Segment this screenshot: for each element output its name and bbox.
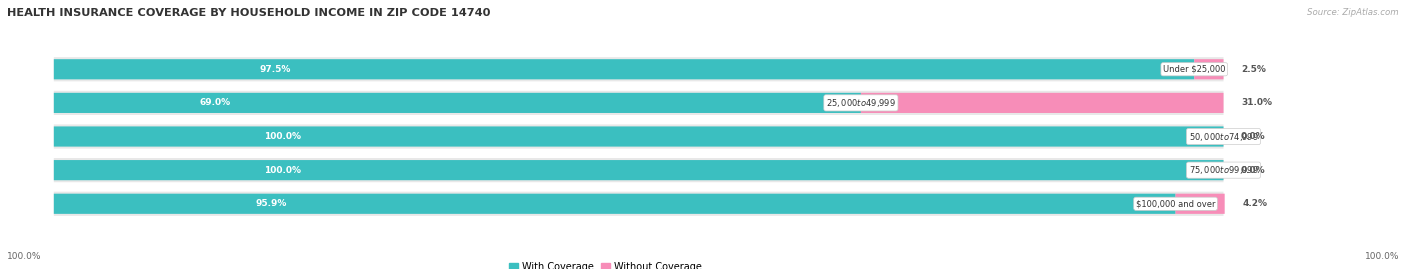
Text: HEALTH INSURANCE COVERAGE BY HOUSEHOLD INCOME IN ZIP CODE 14740: HEALTH INSURANCE COVERAGE BY HOUSEHOLD I… <box>7 8 491 18</box>
FancyBboxPatch shape <box>53 194 1175 214</box>
FancyBboxPatch shape <box>53 91 1223 115</box>
FancyBboxPatch shape <box>53 126 1223 147</box>
Text: $100,000 and over: $100,000 and over <box>1136 199 1215 208</box>
Text: 0.0%: 0.0% <box>1241 132 1265 141</box>
Text: 97.5%: 97.5% <box>259 65 291 74</box>
FancyBboxPatch shape <box>860 93 1223 113</box>
Text: 2.5%: 2.5% <box>1241 65 1265 74</box>
FancyBboxPatch shape <box>1194 59 1223 79</box>
Text: 0.0%: 0.0% <box>1241 166 1265 175</box>
FancyBboxPatch shape <box>53 160 1223 180</box>
Text: 69.0%: 69.0% <box>200 98 231 107</box>
FancyBboxPatch shape <box>53 124 1223 148</box>
Text: 31.0%: 31.0% <box>1241 98 1272 107</box>
Text: 100.0%: 100.0% <box>264 132 301 141</box>
Text: 95.9%: 95.9% <box>256 199 287 208</box>
Text: 100.0%: 100.0% <box>7 252 42 261</box>
Text: $25,000 to $49,999: $25,000 to $49,999 <box>825 97 896 109</box>
Text: 100.0%: 100.0% <box>1364 252 1399 261</box>
FancyBboxPatch shape <box>53 57 1223 81</box>
Text: $75,000 to $99,999: $75,000 to $99,999 <box>1188 164 1258 176</box>
Text: 4.2%: 4.2% <box>1243 199 1267 208</box>
FancyBboxPatch shape <box>53 59 1194 79</box>
FancyBboxPatch shape <box>53 93 860 113</box>
Legend: With Coverage, Without Coverage: With Coverage, Without Coverage <box>505 258 706 269</box>
FancyBboxPatch shape <box>53 158 1223 182</box>
Text: Under $25,000: Under $25,000 <box>1163 65 1226 74</box>
Text: 100.0%: 100.0% <box>264 166 301 175</box>
Text: $50,000 to $74,999: $50,000 to $74,999 <box>1188 130 1258 143</box>
FancyBboxPatch shape <box>1175 194 1225 214</box>
FancyBboxPatch shape <box>53 192 1223 216</box>
Text: Source: ZipAtlas.com: Source: ZipAtlas.com <box>1308 8 1399 17</box>
